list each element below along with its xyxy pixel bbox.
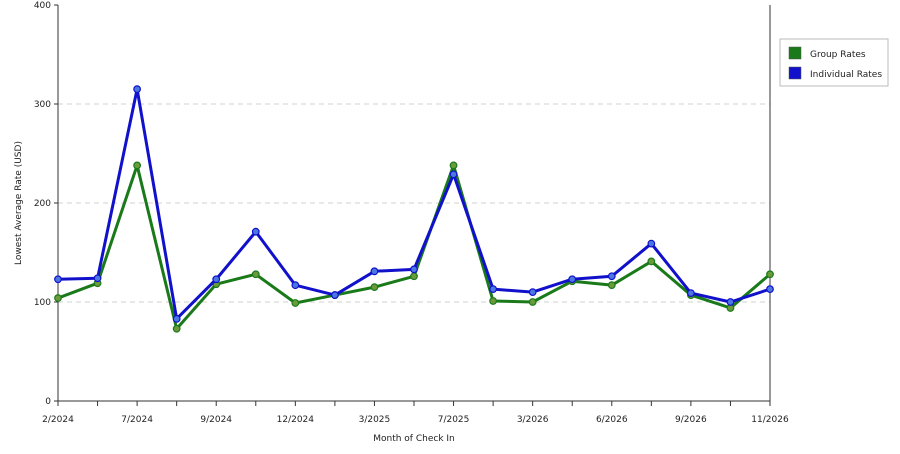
data-point-individual-rates — [54, 275, 62, 284]
gridlines — [58, 103, 770, 303]
data-point-individual-rates — [212, 275, 221, 284]
x-tick-label: 7/2024 — [121, 415, 153, 425]
y-tick-label: 400 — [34, 1, 51, 11]
legend: Group Rates Individual Rates — [779, 38, 889, 87]
data-point-group-rates — [528, 298, 537, 306]
data-point-group-rates — [133, 161, 142, 170]
data-point-group-rates — [54, 294, 62, 302]
x-tick-label: 3/2026 — [517, 415, 549, 425]
legend-label-group-rates: Group Rates — [810, 50, 866, 60]
data-point-individual-rates — [607, 272, 616, 281]
x-tick-label: 9/2024 — [200, 415, 232, 425]
x-tick-label: 12/2024 — [277, 415, 315, 425]
data-point-group-rates — [489, 297, 498, 305]
x-tick-label: 7/2025 — [438, 415, 470, 425]
data-point-group-rates — [647, 257, 656, 266]
data-point-individual-rates — [410, 265, 418, 274]
series-group — [54, 85, 774, 333]
y-tick-label: 100 — [34, 298, 51, 308]
legend-swatch-individual-rates — [788, 66, 802, 80]
data-point-group-rates — [172, 324, 181, 333]
y-tick-label: 200 — [34, 199, 51, 209]
data-point-individual-rates — [251, 227, 260, 236]
y-tick-label: 0 — [45, 397, 51, 407]
x-tick-label: 9/2026 — [675, 415, 707, 425]
data-point-individual-rates — [172, 314, 181, 323]
data-point-individual-rates — [93, 274, 102, 283]
data-point-group-rates — [449, 161, 458, 170]
data-point-individual-rates — [133, 85, 142, 94]
x-axis-title: Month of Check In — [373, 434, 455, 444]
x-tick-label: 6/2026 — [596, 415, 628, 425]
data-point-individual-rates — [528, 288, 537, 297]
data-point-individual-rates — [568, 275, 577, 284]
data-point-individual-rates — [766, 285, 774, 294]
data-point-group-rates — [370, 283, 379, 292]
data-point-individual-rates — [291, 281, 300, 290]
data-point-group-rates — [410, 272, 418, 281]
data-point-group-rates — [291, 299, 300, 307]
x-tick-label: 2/2024 — [42, 415, 74, 425]
legend-swatch-group-rates — [788, 46, 802, 60]
x-tick-label: 11/2026 — [751, 415, 789, 425]
data-point-group-rates — [766, 270, 774, 279]
data-point-individual-rates — [726, 298, 735, 306]
data-point-individual-rates — [370, 267, 379, 276]
y-axis-title: Lowest Average Rate (USD) — [14, 141, 24, 265]
data-point-individual-rates — [330, 291, 339, 299]
data-point-individual-rates — [686, 289, 695, 297]
data-point-individual-rates — [489, 285, 498, 294]
data-point-individual-rates — [449, 170, 458, 179]
data-point-group-rates — [251, 270, 260, 279]
x-tick-label: 3/2025 — [359, 415, 391, 425]
axes: 0 100 200 300 400 2/2024 7/2024 9/2024 12/2024 3/… — [34, 1, 789, 425]
data-point-group-rates — [607, 281, 616, 290]
y-tick-label: 300 — [34, 100, 51, 110]
data-point-individual-rates — [647, 239, 656, 248]
legend-label-individual-rates: Individual Rates — [810, 70, 882, 80]
